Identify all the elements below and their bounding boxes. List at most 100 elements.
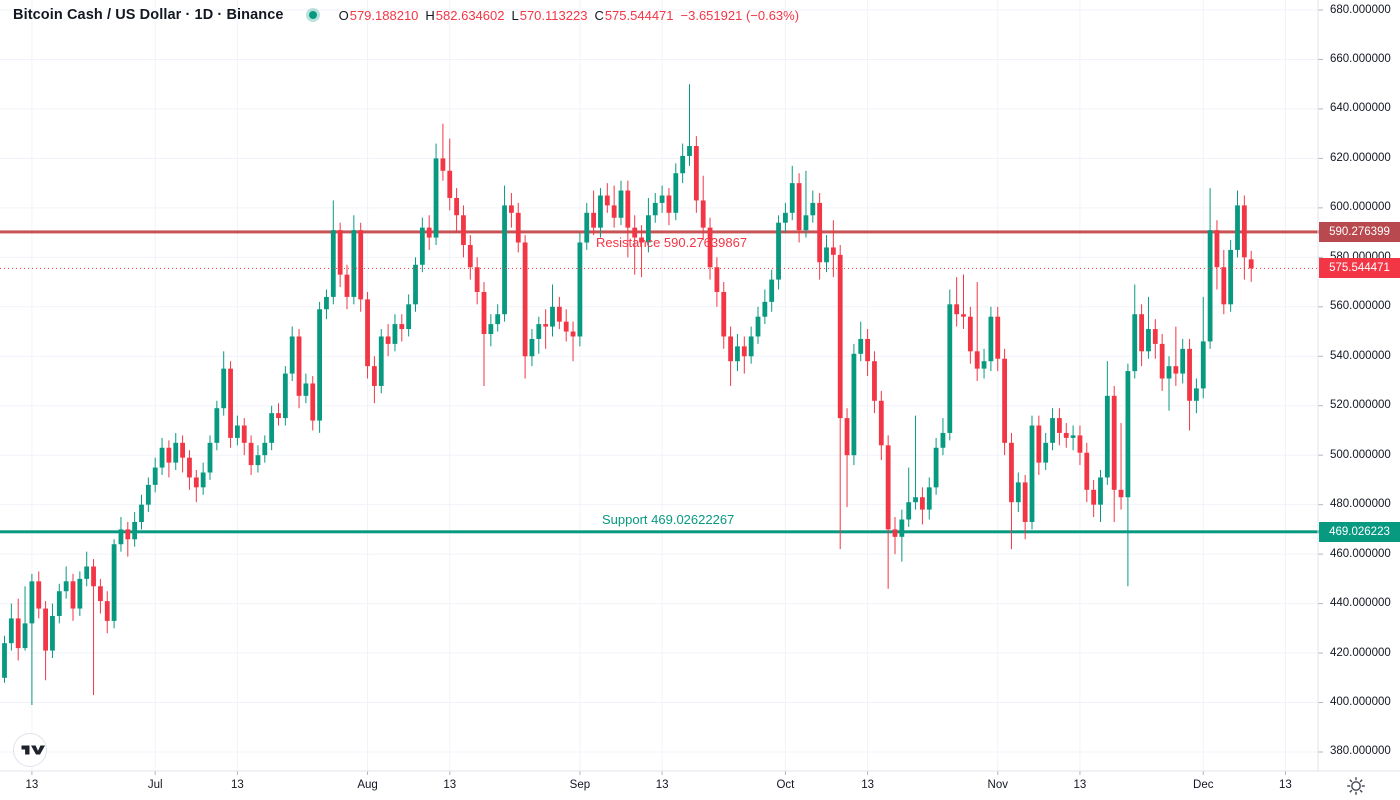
candle <box>70 581 76 609</box>
candle <box>392 324 398 344</box>
price-axis-label: 640.000000 <box>1330 102 1391 115</box>
candle <box>84 566 90 579</box>
candle <box>728 336 733 362</box>
gear-icon[interactable] <box>1344 774 1368 798</box>
resistance-line[interactable] <box>0 230 1320 234</box>
candle <box>556 306 562 322</box>
price-axis-label: 520.000000 <box>1330 399 1391 412</box>
candle <box>646 215 651 243</box>
candle <box>235 425 240 438</box>
candle <box>296 336 302 396</box>
candle <box>1152 329 1158 344</box>
symbol-title[interactable]: Bitcoin Cash / US Dollar · 1D · Binance <box>13 7 284 23</box>
candle <box>358 230 364 300</box>
candle <box>22 623 28 649</box>
candle <box>639 237 644 243</box>
candle <box>1057 418 1062 433</box>
candle <box>707 227 713 268</box>
candle <box>118 529 124 545</box>
candle <box>1063 432 1069 438</box>
candle <box>776 222 781 280</box>
candle <box>1070 435 1076 438</box>
candle <box>598 195 603 228</box>
candle <box>611 205 617 218</box>
candle <box>1241 205 1247 258</box>
candle <box>200 472 206 488</box>
candle <box>1180 348 1186 374</box>
candle <box>29 581 35 624</box>
candle <box>269 413 275 443</box>
resistance-line-label[interactable]: Resistance 590.27639867 <box>596 234 748 250</box>
candle <box>947 304 953 433</box>
chart-legend: Bitcoin Cash / US Dollar · 1D · Binance … <box>13 7 799 23</box>
candle <box>1009 442 1014 503</box>
candle <box>1084 452 1090 490</box>
price-axis-label: 380.000000 <box>1330 745 1391 758</box>
candle <box>1022 482 1028 522</box>
time-axis-label: 13 <box>25 779 39 791</box>
candle <box>111 544 117 621</box>
candle <box>721 291 727 337</box>
candle <box>139 504 144 522</box>
resistance-price-badge: 590.276399 <box>1319 221 1400 242</box>
candle <box>502 205 507 315</box>
support-line-label[interactable]: Support 469.02622267 <box>602 511 735 527</box>
candle <box>132 521 138 540</box>
candle <box>1077 435 1083 453</box>
candle <box>988 316 994 362</box>
price-axis-label: 420.000000 <box>1330 646 1391 659</box>
candle <box>892 529 898 537</box>
candle <box>228 368 233 438</box>
candle <box>974 351 980 369</box>
market-status-dot-icon <box>305 8 320 22</box>
price-axis-label: 500.000000 <box>1330 448 1391 461</box>
support-line[interactable] <box>0 530 1320 534</box>
candle <box>618 190 624 218</box>
candle <box>543 324 549 327</box>
candle <box>885 445 891 530</box>
tradingview-logo[interactable] <box>12 732 48 768</box>
candle <box>43 608 48 651</box>
candle <box>488 324 494 335</box>
candle <box>1139 314 1144 352</box>
candle <box>276 413 281 419</box>
candle <box>920 497 925 510</box>
candle <box>310 383 316 421</box>
candle <box>303 383 309 396</box>
candle <box>1248 259 1254 269</box>
candle <box>173 442 179 463</box>
candle <box>2 643 7 678</box>
candle <box>1200 341 1206 389</box>
candle <box>317 309 322 421</box>
candle <box>755 316 761 337</box>
candle <box>817 202 823 263</box>
candle <box>406 304 412 330</box>
candle <box>995 316 1001 359</box>
candle <box>680 155 686 174</box>
candle <box>1173 366 1179 374</box>
candle <box>748 336 754 357</box>
candle <box>1166 366 1172 379</box>
candle <box>783 212 788 223</box>
candle <box>604 195 610 206</box>
candle <box>50 615 55 651</box>
ohlc-close: C575.544471 <box>594 7 674 23</box>
candle <box>1050 418 1055 443</box>
candle <box>180 442 185 458</box>
candle <box>899 519 905 537</box>
price-axis-label: 460.000000 <box>1330 547 1391 560</box>
candle <box>1132 314 1138 372</box>
candle <box>241 425 247 443</box>
time-axis-label: 13 <box>861 779 874 791</box>
candle <box>1029 425 1035 522</box>
candle <box>159 447 165 468</box>
price-axis-label: 540.000000 <box>1330 349 1391 362</box>
candle <box>1235 205 1240 250</box>
candle <box>830 247 836 255</box>
candle <box>803 215 809 231</box>
candle <box>344 274 350 297</box>
candle <box>515 212 521 243</box>
candle <box>858 338 864 354</box>
candle <box>1036 425 1042 463</box>
